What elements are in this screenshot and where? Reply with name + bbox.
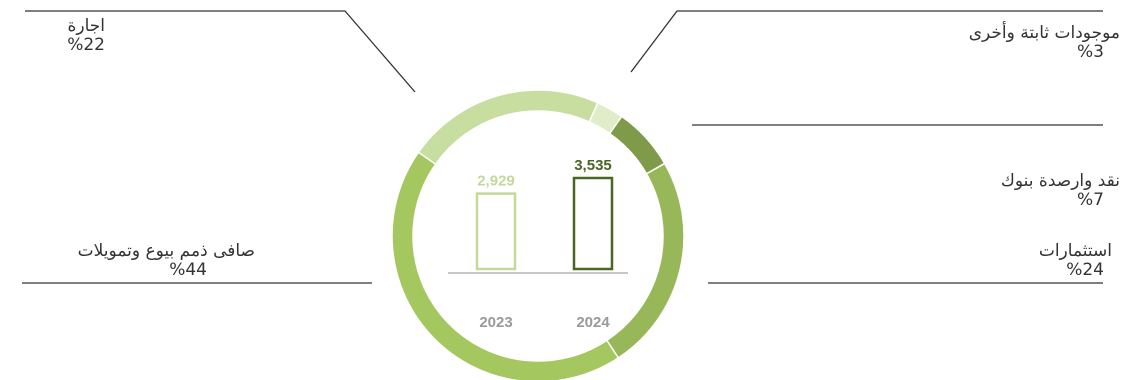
label-investments-name: استثمارات bbox=[1038, 241, 1112, 261]
leader-lines bbox=[22, 10, 1103, 284]
label-cash-percent: %7 bbox=[1077, 190, 1104, 210]
label-receivables-name: صافى ذمم بيوع وتمويلات bbox=[77, 241, 255, 261]
label-cash-name: نقد وارصدة بنوك bbox=[1000, 171, 1120, 191]
bar-value-label-2024: 3,535 bbox=[574, 157, 612, 174]
donut-segment-receivables bbox=[391, 151, 620, 380]
label-receivables-percent: %44 bbox=[169, 260, 207, 280]
bar-value-label-2023: 2,929 bbox=[477, 173, 515, 190]
label-ijara: اجارة %22 bbox=[20, 17, 105, 55]
leader-line-fixed-assets bbox=[630, 10, 1103, 73]
label-cash: نقد وارصدة بنوك %7 bbox=[860, 172, 1120, 210]
year-label-2023: 2023 bbox=[479, 314, 512, 331]
label-receivables: صافى ذمم بيوع وتمويلات %44 bbox=[0, 242, 255, 280]
label-ijara-name: اجارة bbox=[67, 16, 105, 36]
donut-segment-investments bbox=[605, 162, 685, 359]
label-ijara-percent: %22 bbox=[67, 35, 105, 55]
donut-segment-cash bbox=[608, 115, 666, 175]
label-fixed-assets-percent: %3 bbox=[1077, 42, 1104, 62]
leader-line-ijara bbox=[25, 10, 416, 93]
year-label-2024: 2024 bbox=[576, 314, 610, 331]
label-fixed-assets: موجودات ثابتة وأخرى %3 bbox=[860, 24, 1120, 62]
bar-2024 bbox=[572, 176, 614, 271]
label-investments: استثمارات %24 bbox=[860, 242, 1112, 280]
donut-segment-ijara bbox=[417, 89, 599, 166]
bar-2023 bbox=[475, 192, 517, 271]
label-fixed-assets-name: موجودات ثابتة وأخرى bbox=[968, 23, 1120, 43]
donut-ring bbox=[391, 89, 685, 380]
inner-bars: 2,929 2023 3,535 2024 bbox=[475, 157, 614, 331]
label-investments-percent: %24 bbox=[1066, 260, 1104, 280]
